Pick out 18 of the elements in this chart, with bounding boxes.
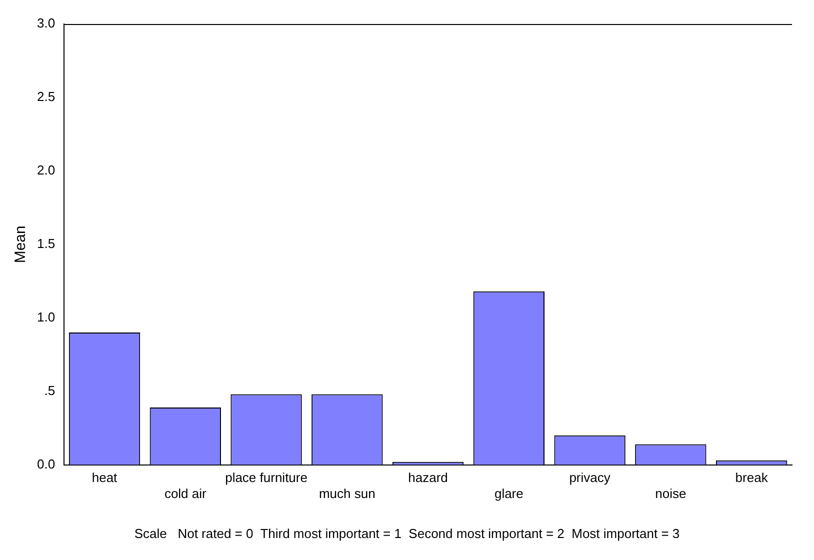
y-tick-label: 1.0 (36, 309, 56, 324)
x-tick-label: much sun (318, 486, 376, 501)
x-tick-label: cold air (164, 486, 208, 501)
x-tick-label: break (735, 470, 768, 486)
x-tick-label: heat (92, 470, 118, 486)
y-tick-label: .5 (44, 382, 56, 398)
y-tick-label: 2.5 (36, 89, 56, 104)
x-tick-label: place furniture (225, 470, 308, 486)
y-tick-label: 2.0 (36, 162, 56, 178)
y-axis-title: Mean (12, 226, 30, 264)
y-tick-label: 0.0 (36, 456, 56, 472)
y-tick-label: 3.0 (36, 16, 56, 31)
x-tick-label: hazard (408, 470, 448, 486)
x-tick-label: noise (655, 486, 686, 501)
x-tick-label: glare (494, 486, 524, 501)
y-tick-label: 1.5 (36, 236, 56, 251)
text: Scale Not rated = 0 Third most important = 1 Second most important = 2 Most important = 3 (133, 526, 681, 541)
x-tick-label: privacy (569, 470, 611, 486)
